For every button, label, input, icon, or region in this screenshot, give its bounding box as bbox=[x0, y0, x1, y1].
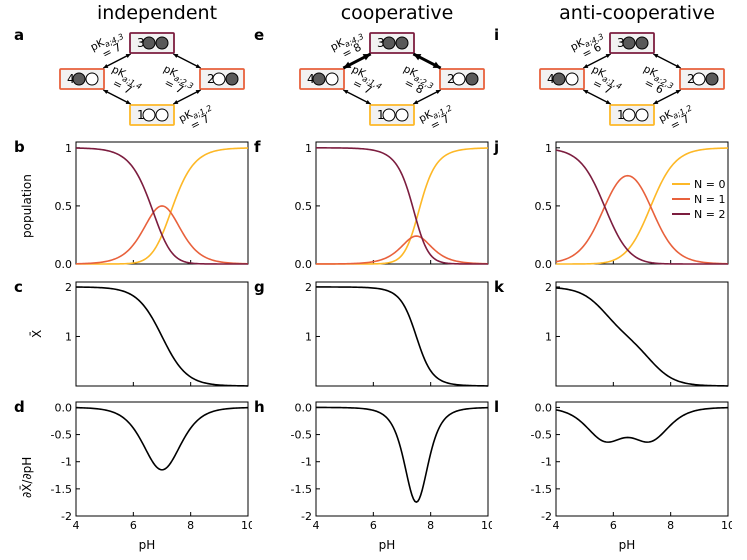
svg-text:4: 4 bbox=[553, 519, 560, 532]
svg-text:2: 2 bbox=[545, 281, 552, 294]
column-title: cooperative bbox=[282, 2, 512, 24]
state-diagram: 1234pKa;1,2= 7pKa;1,4= 7pKa;4,3= 8pKa;2,… bbox=[287, 24, 507, 134]
svg-text:-1: -1 bbox=[301, 456, 312, 469]
svg-text:1: 1 bbox=[545, 142, 552, 155]
xbar-chart: 12 bbox=[522, 278, 732, 390]
deriv-chart: 4 6 8 10 -2 -1.5 -1 -0.5 0.0 bbox=[522, 398, 732, 538]
xlabel: pH bbox=[282, 538, 492, 552]
svg-text:-1: -1 bbox=[61, 456, 72, 469]
svg-text:0.0: 0.0 bbox=[295, 258, 313, 268]
panel-label: i bbox=[494, 26, 499, 44]
svg-text:1: 1 bbox=[545, 330, 552, 343]
deriv-chart: 4 6 8 10 -2 -1.5 -1 -0.5 0.0 bbox=[42, 398, 252, 538]
panel-label: b bbox=[14, 138, 25, 156]
panel-label: d bbox=[14, 398, 25, 416]
svg-text:0.0: 0.0 bbox=[55, 401, 73, 414]
panel-label: l bbox=[494, 398, 499, 416]
ylabel-deriv: ∂X̄/∂pH bbox=[20, 457, 34, 498]
population-chart: 0.0 0.5 1 bbox=[282, 138, 492, 268]
xbar-chart: 12 bbox=[282, 278, 492, 390]
svg-text:0.0: 0.0 bbox=[535, 401, 553, 414]
svg-text:-2: -2 bbox=[61, 510, 72, 523]
svg-text:-2: -2 bbox=[541, 510, 552, 523]
svg-text:-1.5: -1.5 bbox=[291, 483, 312, 496]
column-anti-cooperative: anti-cooperativeijkl1234pKa;1,2= 7pKa;1,… bbox=[522, 0, 747, 560]
panel-label: e bbox=[254, 26, 264, 44]
state-diagram: 1234pKa;1,2= 7pKa;1,4= 7pKa;4,3= 6pKa;2,… bbox=[527, 24, 747, 134]
figure-root: independent a b c d 1234pKa;1,2= 7pKa;1,4= 7p… bbox=[0, 0, 747, 560]
panel-label: k bbox=[494, 278, 504, 296]
deriv-chart: 4 6 8 10 -2 -1.5 -1 -0.5 0.0 bbox=[282, 398, 492, 538]
svg-text:1: 1 bbox=[65, 142, 72, 155]
svg-text:6: 6 bbox=[370, 519, 377, 532]
svg-text:8: 8 bbox=[187, 519, 194, 532]
svg-text:-0.5: -0.5 bbox=[531, 429, 552, 442]
svg-text:1: 1 bbox=[65, 330, 72, 343]
svg-text:1: 1 bbox=[305, 330, 312, 343]
xbar-chart: 12 bbox=[42, 278, 252, 390]
svg-text:2: 2 bbox=[65, 281, 72, 294]
svg-text:0.5: 0.5 bbox=[55, 200, 73, 213]
panel-label: a bbox=[14, 26, 24, 44]
svg-text:10: 10 bbox=[481, 519, 492, 532]
svg-text:8: 8 bbox=[427, 519, 434, 532]
panel-label: c bbox=[14, 278, 23, 296]
svg-text:0.5: 0.5 bbox=[535, 200, 553, 213]
panel-label: j bbox=[494, 138, 499, 156]
svg-text:10: 10 bbox=[721, 519, 732, 532]
svg-text:-1: -1 bbox=[541, 456, 552, 469]
svg-text:0.0: 0.0 bbox=[535, 258, 553, 268]
svg-text:4: 4 bbox=[313, 519, 320, 532]
svg-text:0.5: 0.5 bbox=[295, 200, 313, 213]
svg-text:6: 6 bbox=[130, 519, 137, 532]
svg-text:10: 10 bbox=[241, 519, 252, 532]
svg-text:6: 6 bbox=[610, 519, 617, 532]
column-title: independent bbox=[42, 2, 272, 24]
population-chart: 0.0 0.5 1 bbox=[42, 138, 252, 268]
svg-text:-1.5: -1.5 bbox=[51, 483, 72, 496]
panel-label: h bbox=[254, 398, 265, 416]
svg-text:1: 1 bbox=[305, 142, 312, 155]
svg-text:2: 2 bbox=[305, 281, 312, 294]
svg-text:4: 4 bbox=[73, 519, 80, 532]
svg-text:-0.5: -0.5 bbox=[51, 429, 72, 442]
panel-label: g bbox=[254, 278, 265, 296]
column-cooperative: cooperativeefgh1234pKa;1,2= 7pKa;1,4= 7p… bbox=[282, 0, 512, 560]
state-diagram: 1234pKa;1,2= 7pKa;1,4= 7pKa;4,3= 7pKa;2,… bbox=[47, 24, 267, 134]
svg-text:-0.5: -0.5 bbox=[291, 429, 312, 442]
column-title: anti-cooperative bbox=[522, 2, 747, 24]
svg-text:-2: -2 bbox=[301, 510, 312, 523]
svg-text:-1.5: -1.5 bbox=[531, 483, 552, 496]
svg-text:0.0: 0.0 bbox=[55, 258, 73, 268]
ylabel-population: population bbox=[20, 174, 34, 238]
panel-label: f bbox=[254, 138, 261, 156]
ylabel-xbar: X̄ bbox=[30, 330, 44, 338]
svg-text:0.0: 0.0 bbox=[295, 401, 313, 414]
xlabel: pH bbox=[42, 538, 252, 552]
xlabel: pH bbox=[522, 538, 732, 552]
svg-text:8: 8 bbox=[667, 519, 674, 532]
legend: N = 0N = 1N = 2 bbox=[672, 178, 725, 223]
column-independent: independentabcd1234pKa;1,2= 7pKa;1,4= 7p… bbox=[42, 0, 272, 560]
